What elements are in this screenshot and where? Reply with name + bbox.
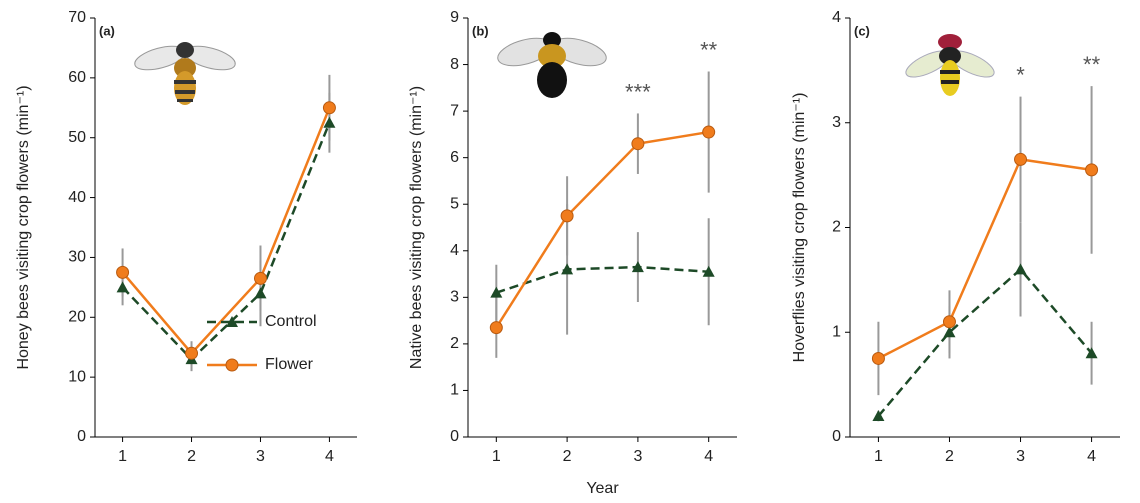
triangle-marker	[1085, 347, 1098, 359]
circle-marker	[1085, 163, 1099, 177]
y-tick-label: 20	[68, 309, 86, 326]
y-axis-label: Native bees visiting crop flowers (min⁻¹…	[408, 86, 425, 369]
y-axis-label: Hoverflies visiting crop flowers (min⁻¹)	[791, 93, 808, 363]
y-tick-label: 9	[450, 9, 459, 26]
y-tick-label: 3	[832, 114, 841, 131]
triangle-marker	[872, 410, 885, 422]
circle-marker	[560, 209, 574, 223]
y-tick-label: 8	[450, 56, 459, 73]
x-tick-label: 3	[256, 448, 265, 465]
series-line	[877, 267, 1093, 417]
y-tick-label: 1	[832, 323, 841, 340]
y-tick-label: 3	[450, 289, 459, 306]
x-tick-label: 4	[325, 448, 334, 465]
circle-marker	[702, 125, 716, 139]
triangle-marker	[631, 261, 644, 273]
x-tick-label: 4	[704, 448, 713, 465]
y-tick-label: 30	[68, 249, 86, 266]
honey-bee-icon	[134, 42, 236, 105]
x-tick-label: 1	[492, 448, 501, 465]
x-tick-label: 1	[874, 448, 883, 465]
series-line	[121, 107, 331, 356]
triangle-marker	[116, 281, 129, 293]
series-line	[121, 122, 331, 361]
y-tick-label: 1	[450, 382, 459, 399]
hoverfly-icon	[905, 34, 995, 96]
legend-label: Flower	[265, 356, 314, 373]
x-tick-label: 2	[945, 448, 954, 465]
native-bee-icon	[497, 32, 607, 98]
y-tick-label: 50	[68, 129, 86, 146]
circle-marker	[489, 321, 503, 335]
x-tick-label: 2	[187, 448, 196, 465]
circle-marker	[185, 346, 199, 360]
x-tick-label: 4	[1087, 448, 1096, 465]
x-tick-label: 3	[633, 448, 642, 465]
y-tick-label: 4	[450, 242, 459, 259]
circle-marker	[631, 137, 645, 151]
x-tick-label: 3	[1016, 448, 1025, 465]
circle-marker	[871, 351, 885, 365]
triangle-marker	[561, 263, 574, 275]
circle-marker	[253, 271, 267, 285]
y-tick-label: 40	[68, 189, 86, 206]
y-tick-label: 0	[450, 428, 459, 445]
triangle-marker	[254, 287, 267, 299]
legend-marker	[226, 316, 238, 327]
x-tick-label: 1	[118, 448, 127, 465]
y-tick-label: 6	[450, 149, 459, 166]
panel-label: (c)	[854, 23, 870, 38]
panel: 0 1 2 3 4 1 2 3 4 Hoverflies visiting crop flower…	[791, 9, 1120, 465]
x-tick-label: 2	[563, 448, 572, 465]
triangle-marker	[702, 265, 715, 277]
legend-marker	[225, 358, 239, 372]
y-tick-label: 60	[68, 69, 86, 86]
triangle-marker	[943, 326, 956, 338]
circle-marker	[116, 265, 130, 279]
y-tick-label: 10	[68, 368, 86, 385]
significance: **	[1083, 52, 1101, 77]
panel-label: (a)	[99, 23, 115, 38]
series-line	[877, 158, 1092, 360]
triangle-marker	[323, 116, 336, 128]
y-tick-label: 4	[832, 9, 841, 26]
series-line	[495, 130, 709, 329]
panel: 0 1 2 3 4 5 6 7 8 9 1 2 3 4 Native bees visiting crop …	[408, 9, 737, 497]
significance: *	[1016, 62, 1025, 87]
series-line	[495, 265, 709, 294]
triangle-marker	[490, 286, 503, 298]
circle-marker	[1014, 152, 1028, 166]
legend-label: Control	[265, 313, 317, 330]
panel-label: (b)	[472, 23, 489, 38]
triangle-marker	[1014, 263, 1027, 275]
y-axis-label: Honey bees visiting crop flowers (min⁻¹)	[15, 85, 32, 369]
significance: **	[700, 37, 718, 62]
circle-marker	[942, 315, 956, 329]
y-tick-label: 5	[450, 195, 459, 212]
significance: ***	[625, 79, 651, 104]
panel: 0 10 20 30 40 50 60 70 1 2 3 4 Honey bees visiting c…	[15, 9, 357, 465]
x-axis-label: Year	[586, 480, 619, 497]
y-tick-label: 0	[77, 428, 86, 445]
y-tick-label: 0	[832, 428, 841, 445]
y-tick-label: 2	[832, 219, 841, 236]
y-tick-label: 2	[450, 335, 459, 352]
y-tick-label: 70	[68, 9, 86, 26]
y-tick-label: 7	[450, 102, 459, 119]
circle-marker	[322, 101, 336, 115]
